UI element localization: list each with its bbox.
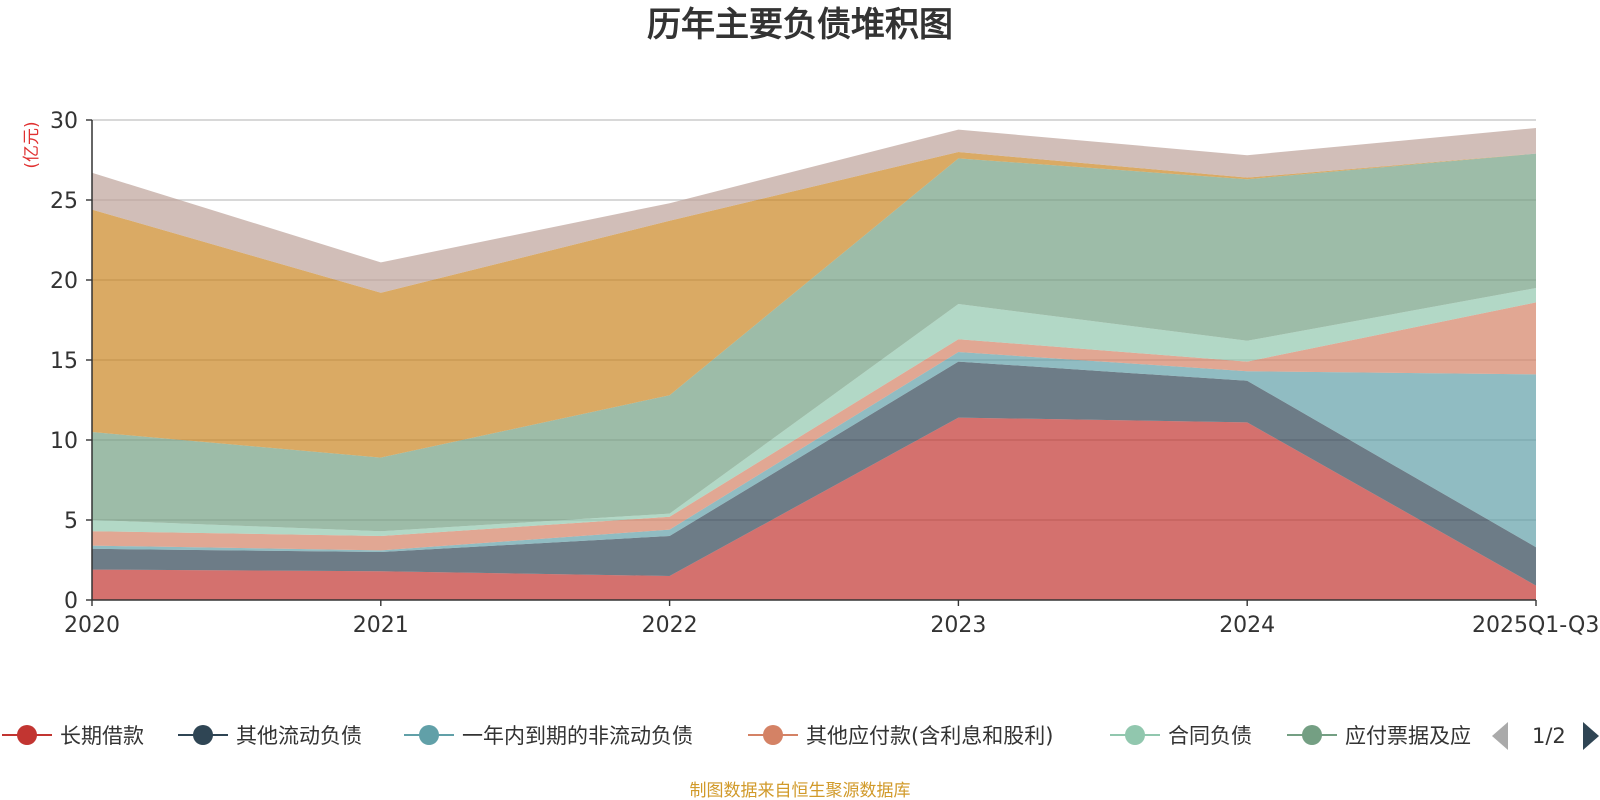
x-tick-label: 2020 xyxy=(64,613,120,638)
legend-item-0[interactable]: 长期借款 xyxy=(2,724,144,748)
tick-labels: 0 5 10 15 20 25 30 2020 2021 2022 2023 2024 2025Q1-Q… xyxy=(50,109,1599,638)
legend-item-5[interactable]: 应付票据及应 xyxy=(1287,724,1471,748)
legend-label: 长期借款 xyxy=(60,724,144,748)
x-tick-label: 2025Q1-Q3 xyxy=(1472,613,1599,638)
legend-page-indicator: 1/2 xyxy=(1532,724,1566,748)
area-series-3[interactable] xyxy=(92,302,1536,551)
y-tick-label: 30 xyxy=(50,109,78,134)
x-tick-label: 2021 xyxy=(353,613,409,638)
legend-item-4[interactable]: 合同负债 xyxy=(1110,724,1252,748)
legend-items: 长期借款 其他流动负债 一年内到期的非流动负债 其他应付款(含利息和股利) 合同负债 应付… xyxy=(2,724,1471,748)
y-tick-label: 10 xyxy=(50,429,78,454)
source-note: 制图数据来自恒生聚源数据库 xyxy=(690,781,911,800)
legend-label: 一年内到期的非流动负债 xyxy=(462,724,693,748)
x-tick-label: 2022 xyxy=(642,613,698,638)
area-series-7[interactable] xyxy=(92,128,1536,293)
chart-title: 历年主要负债堆积图 xyxy=(647,5,953,45)
area-series-1[interactable] xyxy=(92,361,1536,586)
area-series-layer xyxy=(92,128,1536,600)
legend-label: 其他应付款(含利息和股利) xyxy=(806,724,1053,748)
legend-label: 其他流动负债 xyxy=(236,724,362,748)
legend-label: 合同负债 xyxy=(1168,724,1252,748)
legend-next-page-icon[interactable] xyxy=(1583,722,1599,750)
legend-circle-marker xyxy=(1302,725,1322,745)
legend-item-1[interactable]: 其他流动负债 xyxy=(178,724,362,748)
area-series-6[interactable] xyxy=(92,152,1536,458)
legend: 长期借款 其他流动负债 一年内到期的非流动负债 其他应付款(含利息和股利) 合同负债 应付… xyxy=(2,722,1599,750)
y-tick-label: 25 xyxy=(50,189,78,214)
legend-label: 应付票据及应 xyxy=(1345,724,1471,748)
y-tick-label: 15 xyxy=(50,349,78,374)
legend-circle-marker xyxy=(17,725,37,745)
x-tick-label: 2023 xyxy=(930,613,986,638)
axes xyxy=(86,119,1537,606)
legend-circle-marker xyxy=(763,725,783,745)
legend-item-3[interactable]: 其他应付款(含利息和股利) xyxy=(748,724,1053,748)
x-tick-label: 2024 xyxy=(1219,613,1275,638)
legend-circle-marker xyxy=(419,725,439,745)
area-series-4[interactable] xyxy=(92,288,1536,536)
y-axis-unit-label: (亿元) xyxy=(22,121,42,168)
legend-circle-marker xyxy=(1125,725,1145,745)
y-tick-label: 5 xyxy=(64,509,78,534)
area-series-0[interactable] xyxy=(92,417,1536,600)
y-tick-label: 20 xyxy=(50,269,78,294)
legend-circle-marker xyxy=(193,725,213,745)
y-tick-label: 0 xyxy=(64,589,78,614)
legend-prev-page-icon[interactable] xyxy=(1492,722,1508,750)
area-series-5[interactable] xyxy=(92,153,1536,532)
legend-item-2[interactable]: 一年内到期的非流动负债 xyxy=(404,724,693,748)
